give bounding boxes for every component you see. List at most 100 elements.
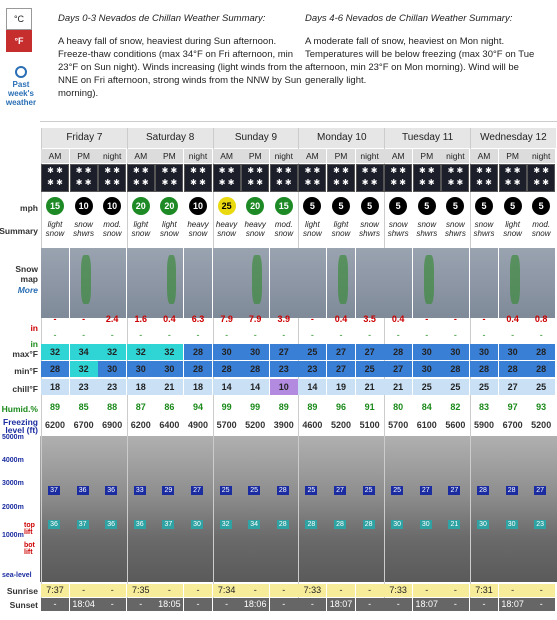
snow-map-thumb[interactable] [269,248,298,318]
day-header: Tuesday 11 [384,128,470,148]
humidity-value: 93 [536,402,547,412]
freezing-level-label: Freezing level (ft) [3,417,38,435]
snowfall-value: 0.4 [506,314,519,324]
conditions-text: snow shwrs [73,220,95,238]
freezing-level-value: 6200 [130,420,151,430]
rainfall-value: - [53,330,57,340]
wind-speed: 5 [413,197,441,219]
period-label: PM [498,149,527,163]
freezing-level-value: 5200 [330,420,352,430]
period-label: night [184,149,212,163]
snowfall-value: - [425,314,429,324]
snow-icon: ✱ ✱ ✱ ✱ [275,166,292,187]
freezing-marker: 25 [219,486,232,495]
summary-days-4-6: Days 4-6 Nevados de Chillan Weather Summ… [305,13,535,86]
snowfall-value: 2.4 [105,314,119,324]
snow-map-thumb[interactable] [126,248,155,318]
snow-icon: ✱ ✱ ✱ ✱ [390,166,406,187]
sunrise-time: - [441,584,470,597]
rainfall-value: - [396,330,400,340]
max-temp: 32 [98,344,127,360]
snowfall-value: 0.4 [163,314,176,324]
wind-speed-badge: 5 [389,197,408,215]
snow-icon: ✱ ✱ ✱ ✱ [47,166,63,187]
past-weather-link[interactable]: Past week's weather [2,66,40,107]
temp-marker: 30 [505,520,518,529]
sunrise-time: - [69,584,98,597]
fahrenheit-toggle[interactable]: °F [6,30,32,52]
temp-marker: 30 [391,520,404,529]
min-temp: 30 [412,361,441,377]
snow-map-thumb[interactable] [41,248,69,318]
snowfall-value: 7.9 [220,314,233,324]
weather-icon: ✱ ✱ ✱ ✱ [98,164,127,192]
altitude-label: 1000m [2,532,24,539]
weather-icon: ✱ ✱ ✱ ✱ [384,164,413,192]
snow-map-thumb[interactable] [298,248,327,318]
day-header: Friday 7 [41,128,127,148]
snow-map-precip [423,255,434,304]
wind-chill: 25 [412,379,441,395]
rainfall-value: - [539,330,543,340]
day-header: Wednesday 12 [470,128,556,148]
max-temp: 27 [355,344,384,360]
snowfall-value: 3.9 [277,314,291,324]
max-temp: 30 [498,344,527,360]
humidity-value: 80 [393,402,404,412]
snow-map-thumb[interactable] [498,248,527,318]
weather-icon: ✱ ✱ ✱ ✱ [527,164,556,192]
humidity-value: 88 [107,402,118,412]
snow-map-thumb[interactable] [241,248,270,318]
snow-map-thumb[interactable] [155,248,184,318]
freezing-marker: 29 [162,486,175,495]
snowfall-value: 0.4 [391,314,405,324]
freezing-level-value: 5700 [216,420,237,430]
sunset-time: - [441,598,470,611]
sunset-time: - [355,598,384,611]
sunset-time: 18:05 [155,598,184,611]
temp-marker: 23 [534,520,547,529]
snow-map-thumb[interactable] [69,248,98,318]
chill-label: chill°F [12,384,38,394]
wind-chill: 14 [241,379,270,395]
snow-map-thumb[interactable] [527,248,556,318]
rainfall-value: - [196,330,200,340]
snow-map-thumb[interactable] [327,248,355,318]
snow-icon: ✱ ✱ ✱ ✱ [161,166,178,187]
rainfall-value: - [282,330,286,340]
sunset-time: 18:07 [498,598,527,611]
min-temp: 30 [155,361,184,377]
snowfall-value: 0.4 [334,314,348,324]
snow-map-thumb[interactable] [355,248,384,318]
sunset-time: 18:06 [241,598,270,611]
wind-speed: 10 [70,197,98,219]
snow-map-thumb[interactable] [412,248,441,318]
snow-map-thumb[interactable] [184,248,212,318]
wind-speed: 5 [298,197,326,219]
snow-map-thumb[interactable] [470,248,498,318]
snow-map-thumb[interactable] [441,248,470,318]
conditions-text: snow shwrs [473,220,495,238]
snow-map-thumb[interactable] [98,248,127,318]
temp-marker: 37 [76,520,89,529]
wind-speed-badge: 20 [160,197,179,215]
bottom-lift-label: bot lift [24,542,35,556]
weather-icon: ✱ ✱ ✱ ✱ [155,164,184,192]
snow-map-more-link[interactable]: More [17,285,38,295]
snow-map-precip [80,255,91,304]
conditions-text: mod. snow [102,220,122,238]
celsius-toggle[interactable]: °C [6,8,32,30]
sunrise-time: 7:31 [470,584,498,597]
snow-icon: ✱ ✱ ✱ ✱ [104,166,120,187]
period-label: AM [41,149,69,163]
min-temp: 28 [212,361,241,377]
sunrise-time: 7:33 [298,584,327,597]
freezing-marker: 28 [276,486,289,495]
temp-marker: 28 [334,520,346,529]
snow-map-thumb[interactable] [384,248,413,318]
max-temp: 34 [69,344,98,360]
wind-label: mph [20,203,38,213]
snow-map-thumb[interactable] [212,248,241,318]
min-temp: 28 [470,361,498,377]
sunrise-time: - [241,584,270,597]
